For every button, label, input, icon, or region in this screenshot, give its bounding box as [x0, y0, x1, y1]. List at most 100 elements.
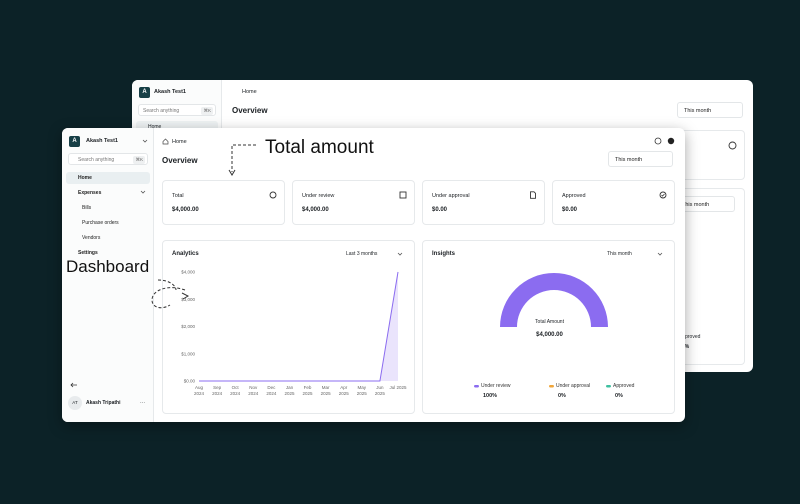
x-tick-label: Sep 2024 [212, 385, 223, 396]
period-select[interactable]: Last 3 months [346, 251, 377, 257]
x-tick-label: Aug 2024 [193, 385, 204, 396]
gauge-chart [474, 273, 611, 388]
stat-card: Approved $0.00 [552, 180, 675, 225]
stat-value: $0.00 [432, 207, 448, 213]
y-tick-label: $1,000 [181, 351, 195, 356]
stat-value: $4,000.00 [172, 207, 199, 213]
period-select[interactable]: This month [677, 102, 743, 118]
gauge-value: $4,000.00 [536, 332, 563, 338]
card-title: Analytics [172, 251, 199, 257]
stat-icon [530, 191, 536, 199]
org-name: Akash Test1 [154, 89, 186, 95]
stat-value: $4,000.00 [302, 207, 329, 213]
page-title: Overview [232, 106, 268, 115]
legend-swatch [474, 385, 479, 388]
breadcrumb: Home [172, 139, 187, 145]
nav-item[interactable]: Expenses [78, 190, 102, 196]
chevron [397, 252, 403, 256]
x-tick-label: Dec 2024 [266, 385, 277, 396]
header-icons[interactable] [654, 137, 676, 145]
logo: A [139, 87, 150, 98]
legend-label: Approved [613, 383, 635, 389]
nav-label: Home [148, 124, 162, 130]
card-title: Insights [432, 251, 456, 257]
select-label: This month [684, 108, 712, 114]
select-label: This month [682, 202, 710, 208]
chevron [657, 252, 663, 256]
x-tick-label: Feb 2025 [302, 385, 313, 396]
period-select[interactable]: This month [607, 251, 632, 257]
sidebar: A Akash Test1 Search anything ⌘K Home Ex… [62, 128, 154, 422]
nav-item[interactable]: Purchase orders [82, 220, 119, 226]
stat-card: Under approval $0.00 [422, 180, 545, 225]
stat-label: Under review [302, 193, 335, 199]
front-window: A Akash Test1 Search anything ⌘K Home Ex… [62, 128, 685, 422]
y-tick-label: $4,000 [181, 270, 195, 275]
chevron [142, 139, 148, 143]
select-label: Last 3 months [346, 251, 378, 257]
legend-swatch [606, 385, 611, 388]
y-tick-label: $2,000 [181, 324, 195, 329]
search-shortcut: ⌘K [133, 156, 145, 164]
stat-value: $0.00 [562, 207, 578, 213]
chevron [140, 190, 146, 194]
legend-value: 0% [682, 344, 690, 350]
select-label: This month [607, 251, 632, 257]
nav-item[interactable]: Home [78, 175, 92, 181]
breadcrumb: Home [242, 89, 257, 95]
x-tick-label: Jun 2025 [374, 385, 385, 396]
legend-value: 0% [615, 393, 623, 399]
stat-label: Total [172, 193, 184, 199]
search[interactable]: Search anything ⌘K [138, 104, 216, 116]
stat-label: Approved [562, 193, 586, 199]
search-placeholder: Search anything [143, 108, 180, 114]
x-tick-label: Jul 2025 [389, 385, 407, 390]
home-icon [162, 138, 169, 145]
help-icon [728, 141, 737, 150]
annotation: Dashboard [66, 257, 150, 276]
page-title: Overview [162, 156, 198, 165]
user-menu[interactable]: ··· [140, 400, 145, 406]
x-tick-label: Oct 2024 [230, 385, 241, 396]
period-select[interactable]: This month [608, 151, 673, 167]
line-chart: $0.00 $1,000 $2,000 $3,000 $4,000 [181, 270, 399, 384]
x-tick-label: Jan 2025 [284, 385, 295, 396]
stat-icon [659, 191, 667, 199]
search-shortcut: ⌘K [201, 107, 213, 115]
nav-home[interactable] [66, 172, 150, 184]
insights-card: Insights This month Total Amount $4,000.… [422, 240, 675, 414]
stat-icon [269, 191, 277, 199]
stat-card: Total $4,000.00 [162, 180, 285, 225]
legend-value: 100% [483, 393, 498, 399]
user-name: Akash Tripathi [86, 400, 121, 406]
stat-card: Under review $4,000.00 [292, 180, 415, 225]
stat-label: Under approval [432, 193, 470, 199]
nav-item[interactable]: Settings [78, 250, 98, 256]
logo: A [69, 136, 80, 147]
gauge-segment [500, 273, 608, 327]
select-label: This month [615, 157, 643, 163]
line [199, 271, 399, 382]
legend-swatch [549, 385, 554, 388]
search[interactable]: Search anything ⌘K [68, 153, 148, 165]
search-placeholder: Search anything [78, 157, 115, 163]
legend-label: Under review [481, 383, 511, 389]
y-tick-label: $3,000 [181, 297, 195, 302]
legend-label: Approved [679, 334, 701, 340]
gauge-label: Total Amount [535, 319, 564, 325]
nav-item[interactable]: Vendors [82, 235, 101, 241]
x-tick-label: May 2025 [356, 385, 367, 396]
legend-label: Under approval [556, 383, 591, 389]
x-tick-label: Nov 2024 [248, 385, 259, 396]
x-tick-label: Apr 2025 [338, 385, 349, 396]
analytics-card: Analytics Last 3 months $0.00 $1,000 $2,00… [162, 240, 415, 414]
annotation: Total amount [265, 137, 374, 158]
nav-item[interactable]: Bills [82, 205, 92, 211]
org-name: Akash Test1 [86, 138, 118, 144]
x-tick-label: Mar 2025 [320, 385, 331, 396]
collapse-icon[interactable] [70, 382, 78, 388]
legend-value: 0% [558, 393, 566, 399]
stat-icon [399, 191, 407, 199]
